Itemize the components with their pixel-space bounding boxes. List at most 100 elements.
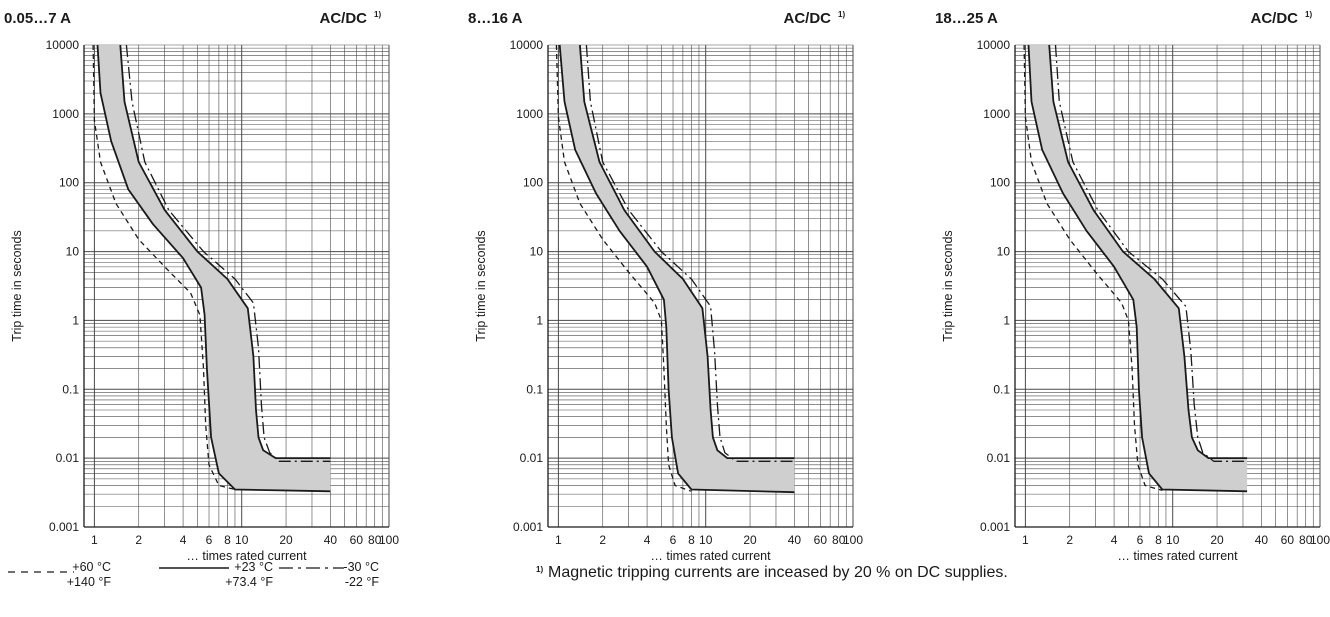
x-tick-label: 20 [279,533,293,547]
x-tick-label: 40 [788,533,802,547]
y-tick-label: 1000 [52,107,79,121]
x-tick-label: 2 [135,533,142,547]
legend-label-23c: +23 °C [234,560,273,574]
chart-title-note: 1) [374,10,381,19]
y-axis-label: Trip time in seconds [941,230,955,341]
x-tick-label: 8 [1155,533,1162,547]
chart-title: 8…16 A [468,10,523,27]
series-line-dashdot-4 [1054,44,1248,462]
y-tick-label: 0.01 [520,451,544,465]
x-tick-label: 40 [324,533,338,547]
chart-title-right: AC/DC [784,10,832,27]
series-line-solid-2 [96,44,331,493]
tolerance-band [97,45,331,492]
footnote-marker: 1) [536,565,543,574]
y-tick-label: 10 [997,245,1011,259]
y-tick-label: 0.01 [56,451,80,465]
tolerance-band [1028,45,1248,492]
x-tick-label: 80 [368,533,382,547]
series-line-solid-3 [1048,44,1248,459]
legend: +60 °C +140 °F +23 °C +73.4 °F -30 °C -2… [8,560,379,589]
series-line-dashed-1 [555,44,692,492]
y-tick-label: 100 [59,176,79,190]
series-line-solid-3 [119,44,331,459]
y-tick-label: 0.01 [987,451,1011,465]
y-tick-label: 10000 [977,38,1011,52]
x-tick-label: 4 [644,533,651,547]
y-tick-label: 0.1 [62,382,79,396]
x-tick-label: 20 [1210,533,1224,547]
footnote-text: Magnetic tripping currents are inceased … [548,564,1008,581]
y-tick-label: 0.001 [513,520,543,534]
legend-label-140f: +140 °F [67,575,112,589]
y-tick-label: 10 [66,245,80,259]
y-tick-label: 1 [536,313,543,327]
x-tick-label: 80 [1299,533,1313,547]
x-tick-label: 10 [1166,533,1180,547]
chart-title: 18…25 A [935,10,998,27]
x-tick-label: 8 [688,533,695,547]
series-line-dashed-1 [1023,44,1163,492]
x-tick-label: 40 [1255,533,1269,547]
chart-title-note: 1) [1305,10,1312,19]
series-line-dashed-1 [92,44,236,491]
x-tick-label: 6 [1137,533,1144,547]
y-tick-label: 0.001 [49,520,79,534]
x-tick-label: 1 [555,533,562,547]
y-tick-label: 0.001 [980,520,1010,534]
x-tick-label: 60 [350,533,364,547]
y-tick-label: 1000 [516,107,543,121]
y-axis-label: Trip time in seconds [10,230,24,341]
x-tick-label: 2 [599,533,606,547]
x-axis-label: … times rated current [1117,549,1238,563]
series-line-dashdot-4 [585,44,795,462]
x-tick-label: 6 [206,533,213,547]
chart-panel-2: 1 2 4 6 8 10 20 40 60 801000.0010.010.11101001000… [468,10,863,563]
x-axis-label: … times rated current [186,549,307,563]
y-tick-label: 100 [990,176,1010,190]
legend-label-73f: +73.4 °F [225,575,273,589]
x-axis-label: … times rated current [650,549,771,563]
x-tick-label: 8 [224,533,231,547]
y-tick-label: 0.1 [526,382,543,396]
series-line-dashdot-4 [125,44,331,462]
x-tick-label: 100 [1310,533,1330,547]
chart-title-note: 1) [838,10,845,19]
chart-panel-3: 1 2 4 6 8 10 20 40 60 801000.0010.010.11101001000… [935,10,1330,563]
x-tick-label: 100 [379,533,399,547]
x-tick-label: 20 [743,533,757,547]
x-tick-label: 60 [814,533,828,547]
chart-title-right: AC/DC [1251,10,1299,27]
y-tick-label: 10000 [46,38,80,52]
legend-label-minus30c: -30 °C [343,560,379,574]
series-line-solid-3 [579,44,795,459]
chart-panel-1: 1 2 4 6 8 10 20 40 60 801000.0010.010.11101001000… [4,10,399,563]
series-line-solid-2 [558,44,795,494]
x-tick-label: 1 [91,533,98,547]
y-axis-label: Trip time in seconds [474,230,488,341]
chart-title: 0.05…7 A [4,10,71,27]
x-tick-label: 2 [1066,533,1073,547]
y-tick-label: 1000 [983,107,1010,121]
x-tick-label: 100 [843,533,863,547]
x-tick-label: 80 [832,533,846,547]
x-tick-label: 10 [699,533,713,547]
x-tick-label: 6 [670,533,677,547]
y-tick-label: 0.1 [993,382,1010,396]
x-tick-label: 1 [1022,533,1029,547]
y-tick-label: 100 [523,176,543,190]
x-tick-label: 60 [1281,533,1295,547]
y-tick-label: 1 [1003,313,1010,327]
y-tick-label: 10 [530,245,544,259]
x-tick-label: 4 [1111,533,1118,547]
legend-label-60c: +60 °C [72,560,111,574]
series-line-solid-2 [1027,44,1248,493]
x-tick-label: 10 [235,533,249,547]
legend-label-minus22f: -22 °F [345,575,380,589]
chart-title-right: AC/DC [320,10,368,27]
y-tick-label: 10000 [510,38,544,52]
x-tick-label: 4 [180,533,187,547]
footnote: 1) Magnetic tripping currents are inceas… [536,564,1008,581]
y-tick-label: 1 [72,313,79,327]
